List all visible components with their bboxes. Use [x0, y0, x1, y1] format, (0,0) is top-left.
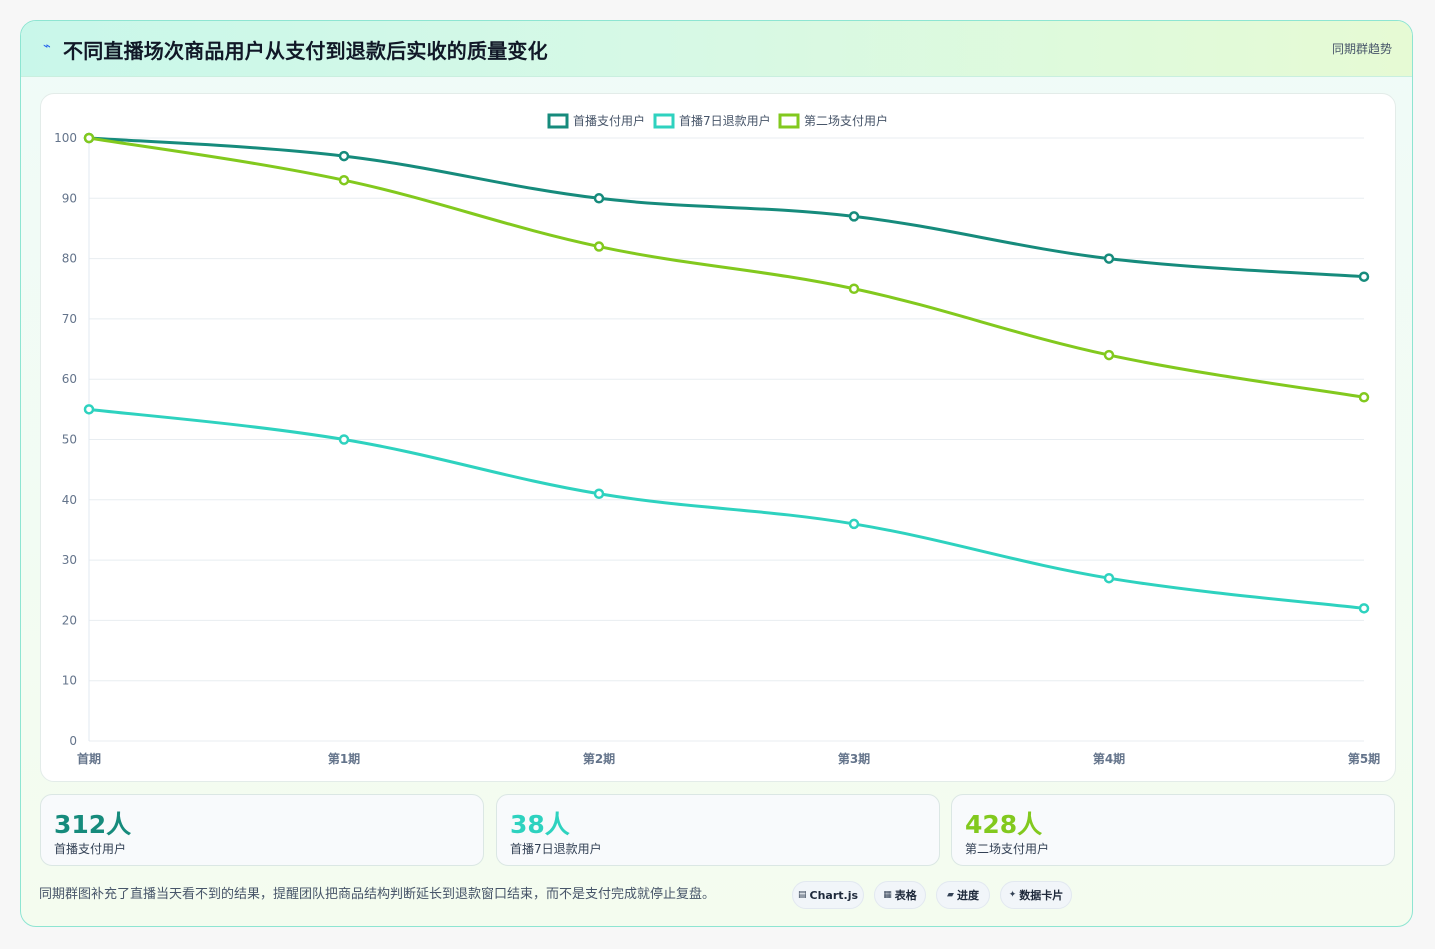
data-point — [848, 211, 860, 222]
chip-progress[interactable]: ▰ 进度 — [936, 881, 990, 909]
x-tick-label: 第1期 — [328, 751, 360, 766]
legend-label: 首播7日退款用户 — [679, 113, 771, 128]
data-point — [1103, 349, 1115, 361]
y-tick-label: 100 — [54, 131, 77, 145]
chip-label: 数据卡片 — [1019, 889, 1064, 902]
stat-label: 首播7日退款用户 — [510, 842, 602, 856]
chart-title: 不同直播场次商品用户从支付到退款后实收的质量变化 — [63, 39, 548, 63]
y-tick-label: 50 — [62, 433, 77, 447]
chart-panel: 0 10 20 30 40 50 60 70 80 90 100 首期 第1期 第2期 第3期 第4期 第5期 首… — [40, 93, 1396, 782]
data-point — [593, 241, 605, 252]
data-point — [1103, 572, 1115, 584]
x-tick-label: 第3期 — [838, 751, 870, 766]
line-chart: 0 10 20 30 40 50 60 70 80 90 100 首期 第1期 第2期 第3期 第4期 第5期 首… — [54, 113, 1380, 766]
chart-card: ⌁ 不同直播场次商品用户从支付到退款后实收的质量变化 同期群趋势 0 10 20 30… — [20, 20, 1413, 927]
data-point — [338, 434, 350, 445]
chip-data-card[interactable]: ✦ 数据卡片 — [1000, 881, 1072, 909]
stat-value: 38人 — [510, 810, 570, 839]
x-tick-label: 首期 — [77, 751, 101, 766]
stat-value: 428人 — [965, 810, 1043, 839]
data-point — [338, 174, 350, 186]
chip-chartjs[interactable]: ▤ Chart.js — [792, 881, 864, 909]
footer-note: 同期群图补充了直播当天看不到的结果，提醒团队把商品结构判断延长到退款窗口结束，而… — [39, 887, 716, 902]
legend-label: 首播支付用户 — [573, 113, 645, 128]
data-point — [848, 283, 860, 294]
progress-icon: ▰ — [947, 890, 954, 900]
data-point — [338, 150, 350, 162]
stat-card-1: 312人 首播支付用户 — [40, 794, 484, 866]
chip-table[interactable]: ▦ 表格 — [874, 881, 926, 909]
spark-icon: ⌁ — [43, 39, 51, 54]
y-tick-label: 90 — [62, 191, 77, 205]
y-tick-label: 20 — [62, 613, 77, 627]
y-tick-label: 70 — [62, 312, 77, 326]
series-line-3 — [88, 136, 1365, 399]
x-tick-label: 第2期 — [583, 751, 615, 766]
stat-card-2: 38人 首播7日退款用户 — [496, 794, 940, 866]
stat-value: 312人 — [54, 810, 132, 839]
card-icon: ✦ — [1008, 890, 1017, 900]
data-point — [1358, 392, 1370, 403]
data-point — [848, 518, 860, 530]
stat-card-3: 428人 第二场支付用户 — [951, 794, 1395, 866]
stat-label: 第二场支付用户 — [965, 842, 1050, 856]
y-tick-label: 80 — [62, 252, 77, 266]
data-point — [593, 488, 605, 500]
card-header: ⌁ 不同直播场次商品用户从支付到退款后实收的质量变化 同期群趋势 — [21, 21, 1412, 77]
data-point — [1103, 253, 1115, 264]
legend-swatch — [778, 113, 800, 129]
y-tick-label: 30 — [62, 553, 77, 567]
series-line-2 — [88, 407, 1365, 610]
data-point — [593, 193, 605, 204]
data-point — [83, 404, 95, 415]
y-tick-label: 0 — [69, 734, 77, 748]
y-tick-label: 10 — [62, 674, 77, 688]
x-tick-label: 第5期 — [1348, 751, 1380, 766]
table-icon: ▦ — [883, 890, 892, 900]
legend-label: 第二场支付用户 — [804, 113, 888, 128]
chart-icon: ▤ — [797, 890, 807, 900]
chip-label: 进度 — [956, 889, 979, 902]
data-point — [1358, 603, 1370, 614]
data-point — [83, 132, 95, 144]
legend-swatch — [653, 113, 675, 129]
chip-label: Chart.js — [809, 888, 859, 902]
legend-swatch — [547, 113, 569, 129]
stat-label: 首播支付用户 — [54, 842, 127, 856]
data-point — [1358, 271, 1370, 282]
y-tick-label: 60 — [62, 372, 77, 386]
header-tag: 同期群趋势 — [1331, 42, 1392, 56]
series-line-1 — [88, 136, 1365, 279]
y-tick-label: 40 — [62, 493, 77, 507]
chip-label: 表格 — [894, 889, 917, 902]
x-tick-label: 第4期 — [1093, 751, 1125, 766]
